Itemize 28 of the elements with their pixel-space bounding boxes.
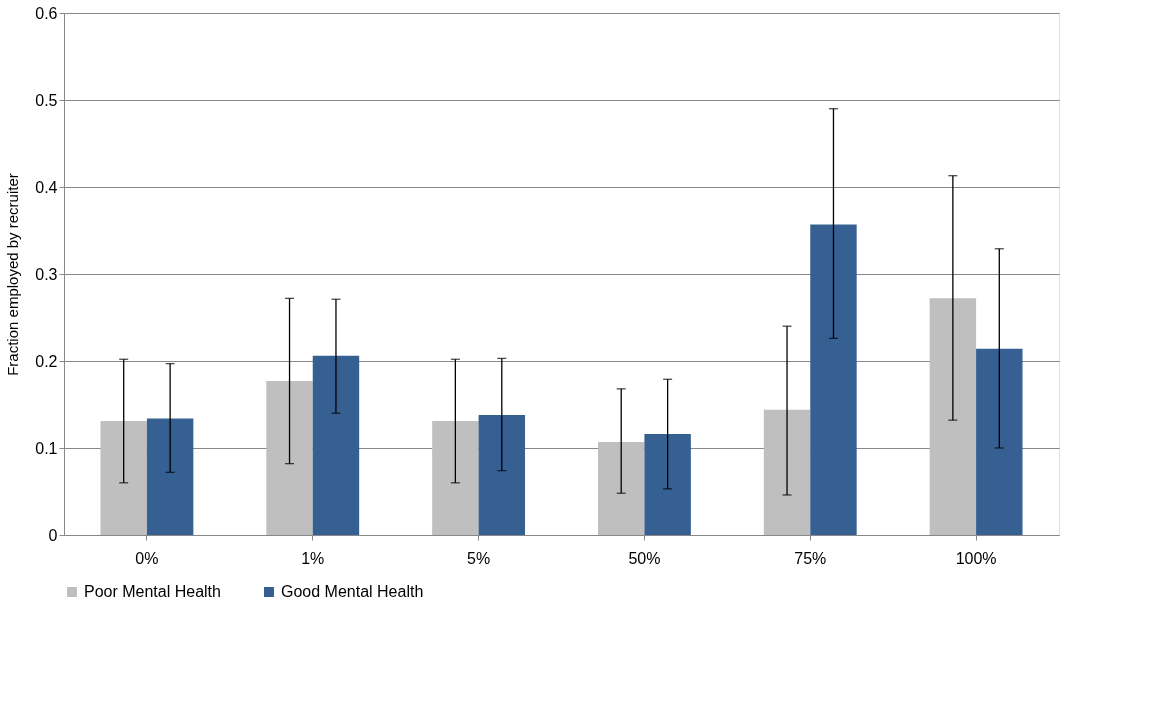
bar	[100, 421, 147, 535]
x-tick-label: 0%	[135, 549, 159, 567]
y-tick-label: 0.1	[35, 439, 58, 457]
bar	[432, 421, 479, 535]
bar	[266, 381, 313, 535]
bar	[763, 409, 811, 535]
legend-label: Poor Mental Health	[84, 583, 221, 600]
y-tick-label: 0.6	[35, 4, 58, 22]
y-tick-label: 0.3	[35, 265, 58, 283]
x-tick-label: 100%	[955, 549, 997, 567]
legend-label: Good Mental Health	[281, 583, 424, 600]
y-tick-label: 0	[48, 526, 58, 544]
bar	[810, 224, 857, 535]
x-tick-label: 50%	[628, 549, 661, 567]
y-tick-label: 0.4	[35, 178, 58, 196]
x-tick-label: 1%	[301, 549, 325, 567]
y-tick-label: 0.5	[35, 91, 58, 109]
y-tick-label: 0.2	[35, 352, 58, 370]
x-tick-label: 5%	[467, 549, 491, 567]
bar	[976, 348, 1023, 535]
bar	[478, 414, 526, 535]
bar	[146, 418, 194, 535]
bar	[597, 441, 645, 535]
bar	[929, 298, 977, 535]
bar	[312, 355, 360, 535]
y-axis-title: Fraction employed by recruiter	[4, 173, 22, 376]
x-tick-label: 75%	[794, 549, 827, 567]
bar	[644, 434, 691, 535]
